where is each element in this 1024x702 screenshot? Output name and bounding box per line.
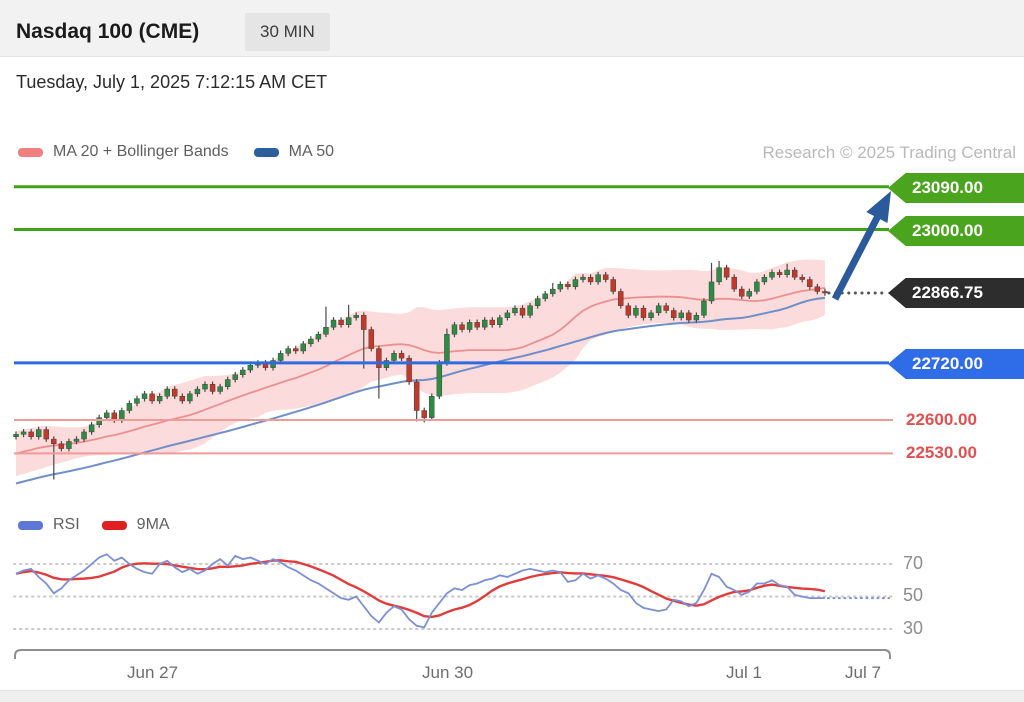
- legend-item-rsi: RSI: [18, 516, 80, 534]
- ma20-bollinger-swatch-icon: [18, 147, 43, 157]
- support-label-22600: 22600.00: [906, 410, 977, 429]
- legend-item-ma20-bollinger: MA 20 + Bollinger Bands: [18, 143, 229, 161]
- last-price-tag: 22866.75: [888, 278, 1024, 308]
- rsi-legend: RSI 9MA: [18, 516, 170, 534]
- rsi-level-30: 30: [903, 618, 924, 638]
- resistance-tag-23000: 23000.00: [888, 216, 1024, 246]
- legend-label: RSI: [53, 516, 80, 533]
- header-bar: [0, 0, 1024, 57]
- legend-label: 9MA: [136, 516, 170, 533]
- timeframe-badge: 30 MIN: [245, 13, 330, 51]
- rsi-level-70: 70: [903, 553, 924, 573]
- ma50-swatch-icon: [253, 147, 279, 157]
- bottom-strip: [0, 690, 1024, 702]
- rsi-swatch-icon: [18, 520, 43, 530]
- chart-datetime: Tuesday, July 1, 2025 7:12:15 AM CET: [16, 72, 328, 92]
- legend-label: MA 50: [288, 143, 335, 160]
- x-axis-label-jul1: Jul 1: [726, 663, 762, 682]
- x-axis-label-jun27: Jun 27: [127, 663, 179, 682]
- rsi-9ma-swatch-icon: [101, 520, 127, 530]
- support-label-22530: 22530.00: [906, 443, 977, 462]
- support-tag-22720: 22720.00: [888, 349, 1024, 379]
- legend-item-9ma: 9MA: [101, 516, 170, 534]
- copyright-watermark: Research © 2025 Trading Central: [762, 143, 1017, 162]
- x-axis-label-jun30: Jun 30: [422, 663, 474, 682]
- legend-item-ma50: MA 50: [253, 143, 335, 161]
- instrument-title: Nasdaq 100 (CME): [16, 20, 200, 43]
- legend-label: MA 20 + Bollinger Bands: [53, 143, 229, 160]
- resistance-tag-23090: 23090.00: [888, 173, 1024, 203]
- rsi-level-50: 50: [903, 585, 924, 605]
- x-axis-label-jul7: Jul 7: [845, 663, 881, 682]
- main-chart-legend: MA 20 + Bollinger Bands MA 50: [18, 143, 334, 161]
